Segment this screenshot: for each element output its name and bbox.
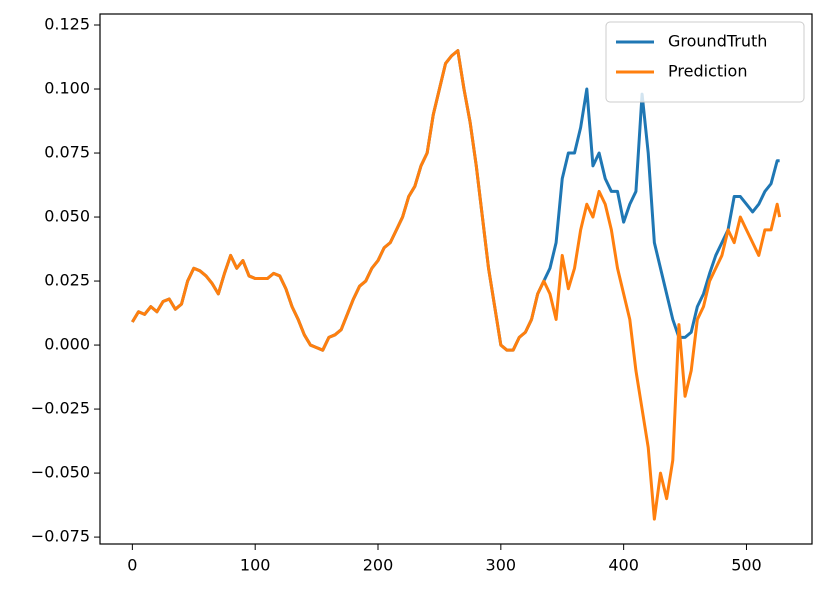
y-tick-label: 0.000	[44, 335, 90, 354]
plot-frame	[99, 13, 813, 545]
legend-box	[605, 21, 805, 103]
y-tick-label: 0.125	[44, 15, 90, 34]
x-tick-label: 0	[127, 556, 137, 575]
x-tick-label: 200	[363, 556, 394, 575]
y-tick-label: −0.075	[31, 527, 90, 546]
line-series	[131, 49, 782, 521]
y-tick-label: −0.050	[31, 463, 90, 482]
legend-label: GroundTruth	[668, 32, 767, 51]
y-tick-label: 0.075	[44, 143, 90, 162]
y-tick-label: −0.025	[31, 399, 90, 418]
y-tick-label: 0.025	[44, 271, 90, 290]
x-tick-label: 500	[731, 556, 762, 575]
x-tick-label: 300	[486, 556, 517, 575]
y-tick-label: 0.100	[44, 79, 90, 98]
x-tick-label: 100	[240, 556, 271, 575]
x-tick-label: 400	[608, 556, 639, 575]
legend-label: Prediction	[668, 62, 747, 81]
y-tick-label: 0.050	[44, 207, 90, 226]
